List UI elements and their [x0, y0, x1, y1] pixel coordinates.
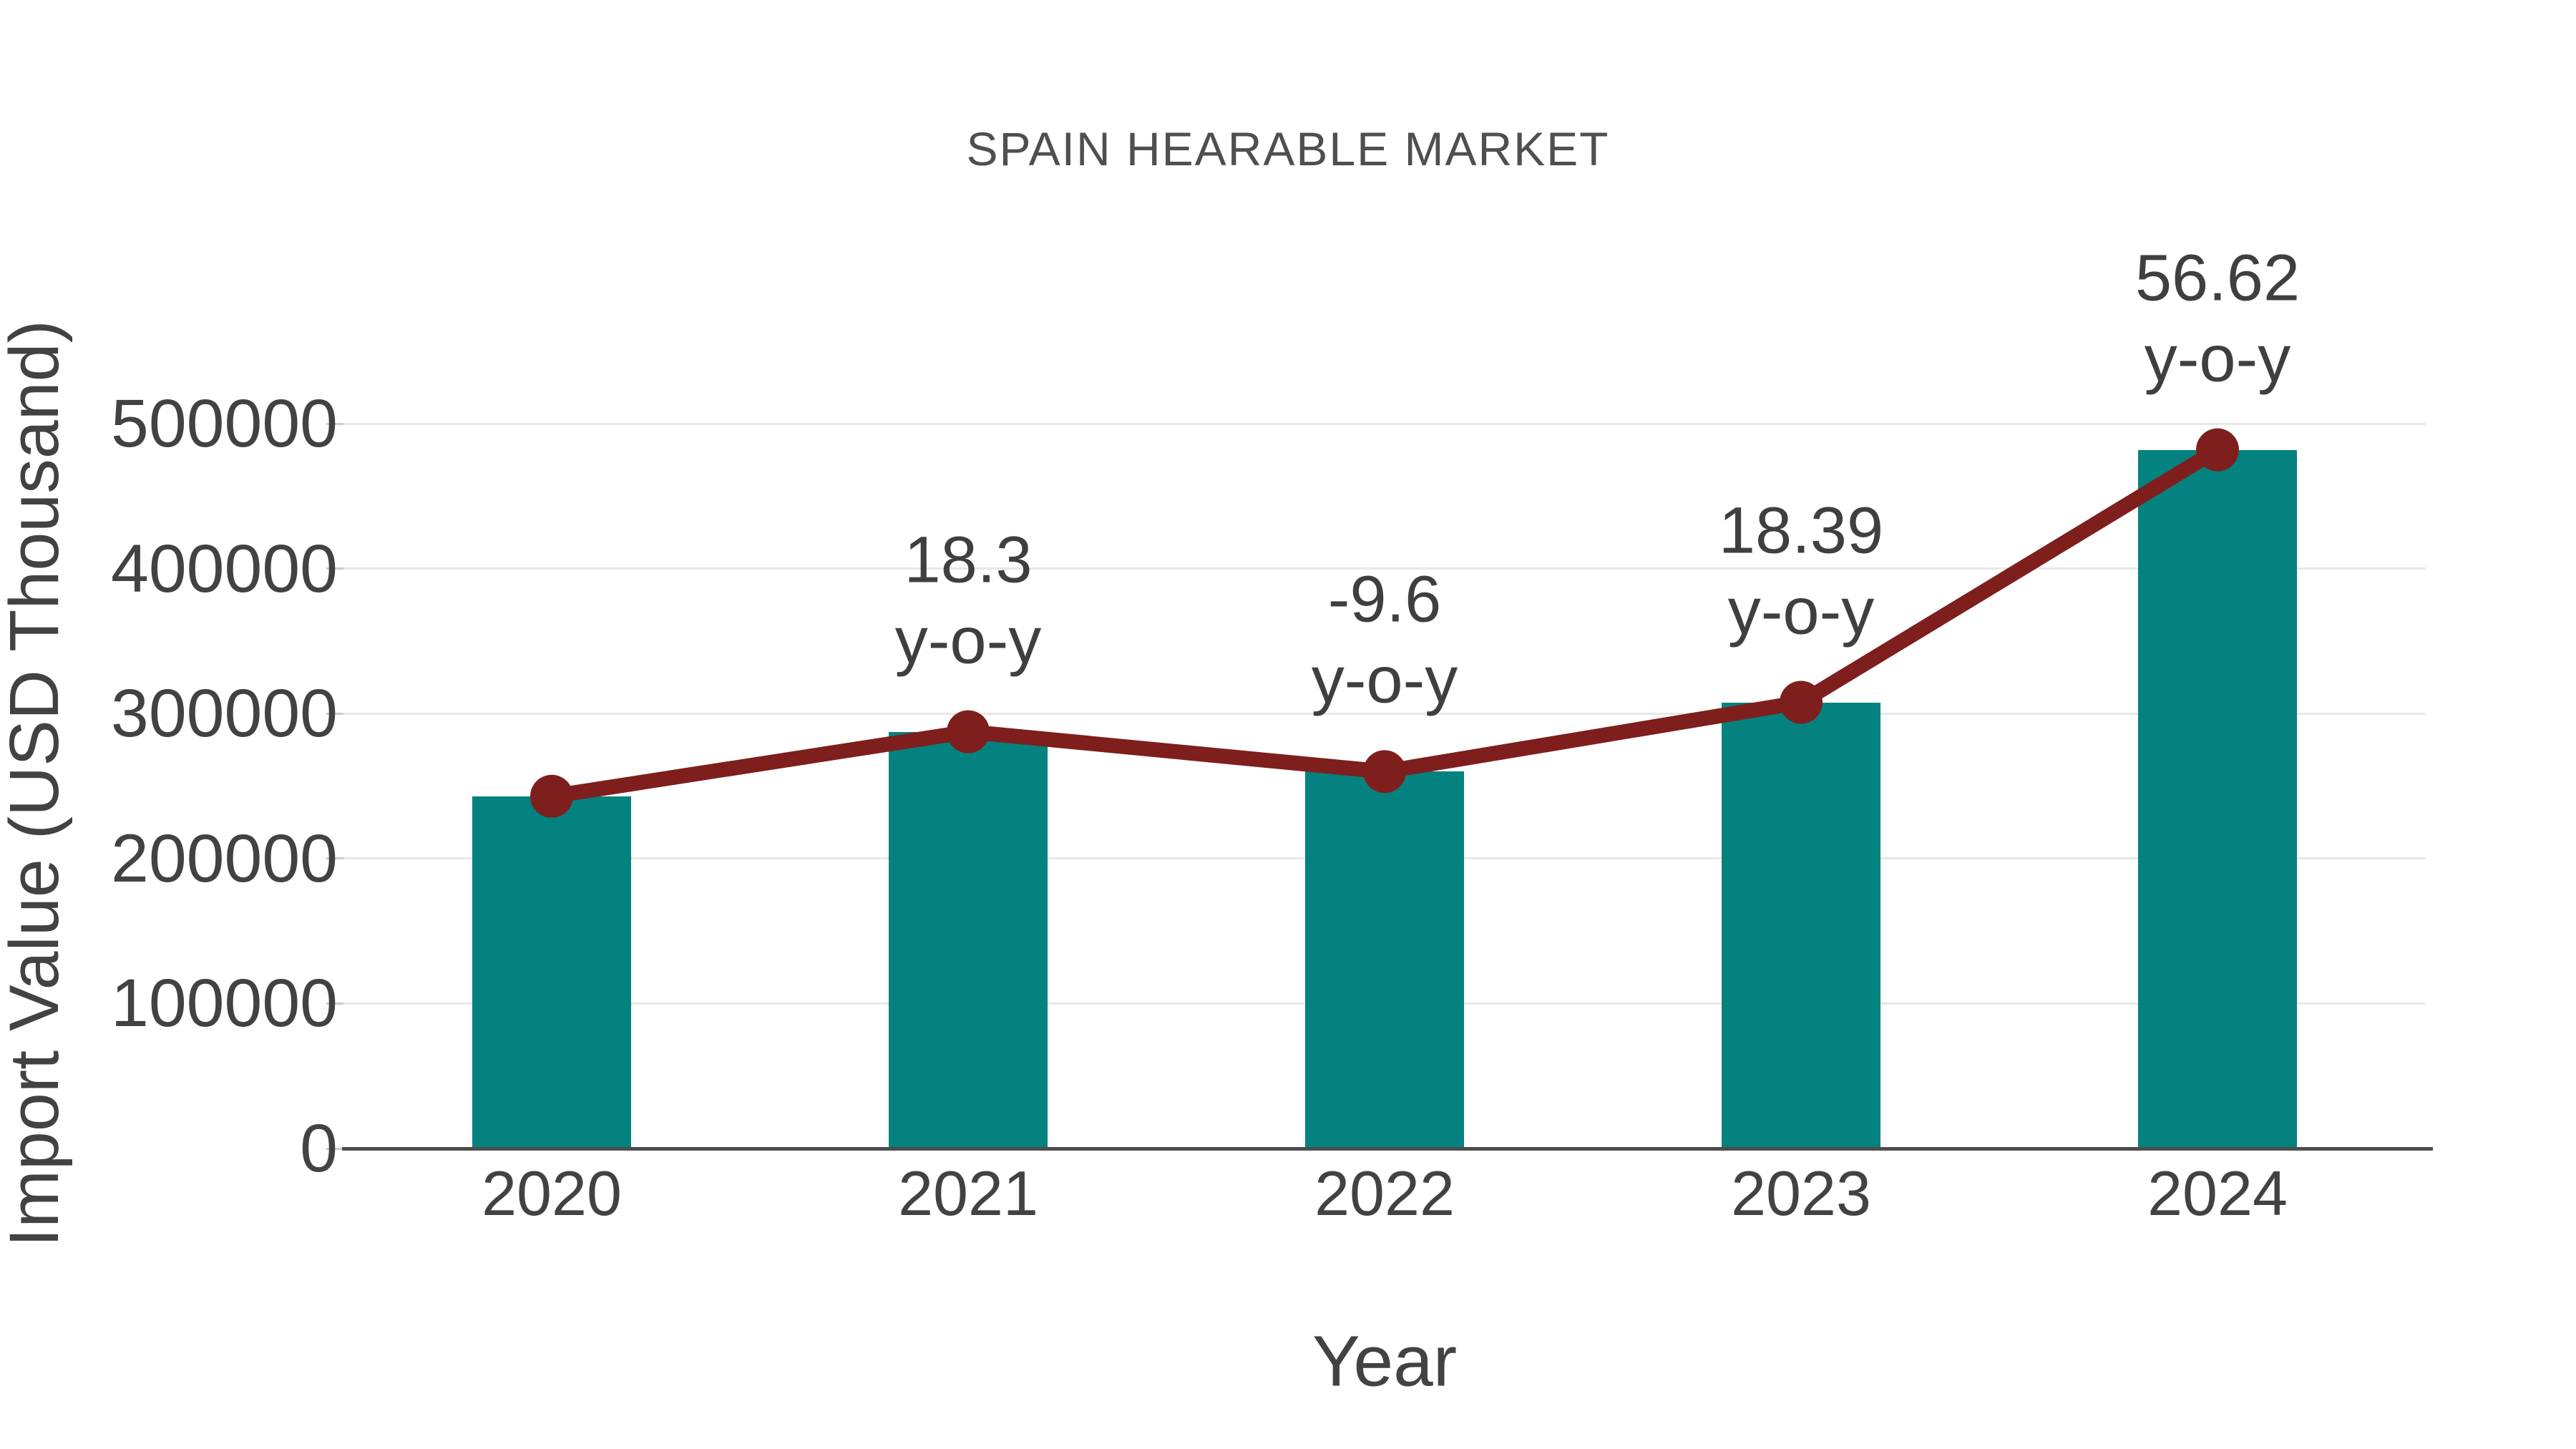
y-tick-mark: [326, 1002, 343, 1005]
bar-2023: [1722, 702, 1880, 1148]
y-tick-label: 300000: [110, 675, 338, 752]
annotation-unit-2021: y-o-y: [894, 604, 1042, 678]
annotation-unit-2022: y-o-y: [1311, 643, 1458, 717]
y-tick-label: 200000: [110, 820, 338, 897]
y-tick-mark: [326, 422, 343, 425]
annotation-unit-2023: y-o-y: [1727, 575, 1875, 648]
y-tick-label: 400000: [110, 530, 338, 607]
y-tick-mark: [326, 857, 343, 860]
annotation-value-2021: 18.3: [904, 523, 1033, 597]
annotation-value-2022: -9.6: [1327, 562, 1442, 636]
y-tick-mark: [326, 712, 343, 715]
y-tick-mark: [326, 567, 343, 570]
bar-2022: [1305, 771, 1464, 1148]
gridline: [343, 422, 2426, 425]
y-tick-label: 100000: [110, 965, 338, 1042]
bar-2024: [2138, 449, 2297, 1148]
annotation-value-2023: 18.39: [1718, 494, 1884, 567]
x-tick-label-2022: 2022: [1314, 1158, 1455, 1229]
x-tick-label-2020: 2020: [482, 1158, 622, 1229]
y-tick-label: 0: [300, 1111, 338, 1186]
x-tick-label-2023: 2023: [1731, 1158, 1871, 1229]
annotation-value-2024: 56.62: [2135, 241, 2301, 315]
bar-2021: [889, 731, 1048, 1148]
bar-2020: [472, 796, 631, 1148]
annotation-unit-2024: y-o-y: [2144, 322, 2291, 396]
x-tick-label-2024: 2024: [2147, 1158, 2288, 1229]
x-tick-label-2021: 2021: [898, 1158, 1038, 1229]
chart-title: SPAIN HEARABLE MARKET: [966, 122, 1610, 175]
x-axis-title: Year: [1312, 1321, 1458, 1402]
y-tick-mark: [326, 1147, 343, 1150]
y-tick-label: 500000: [110, 386, 338, 462]
x-axis-line: [342, 1147, 2433, 1151]
